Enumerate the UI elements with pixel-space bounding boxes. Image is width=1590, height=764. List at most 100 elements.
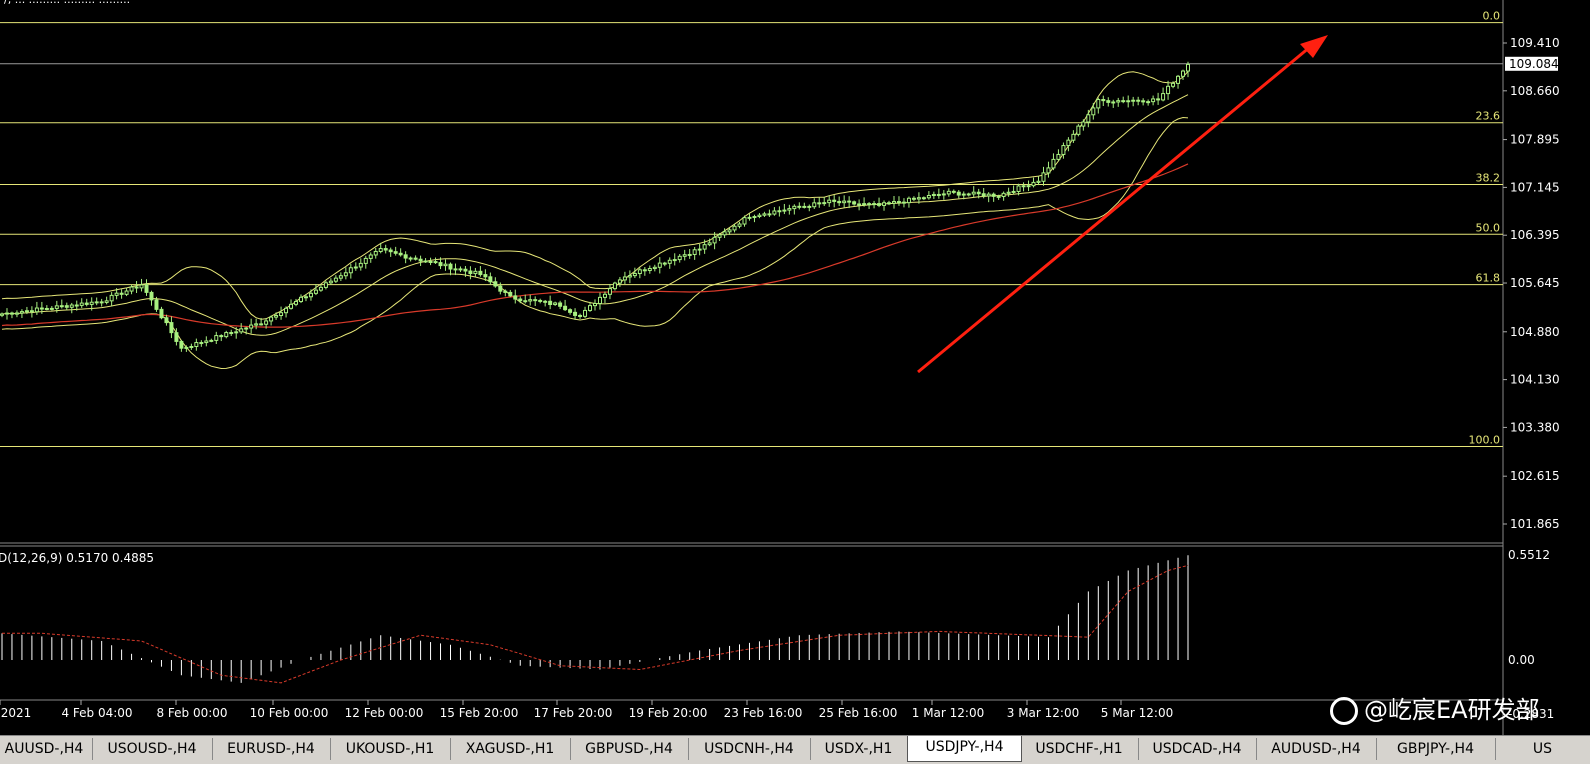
candle-body <box>911 197 916 200</box>
candle-body <box>388 249 393 253</box>
candle-body <box>453 268 458 271</box>
candle-body <box>971 191 976 195</box>
candle-body <box>632 273 637 277</box>
current-price-label: 109.084 <box>1509 57 1559 71</box>
macd-title: D(12,26,9) 0.5170 0.4885 <box>0 551 154 565</box>
chart-tab[interactable]: US <box>1495 738 1590 760</box>
candle-body <box>353 266 358 269</box>
candle-body <box>219 335 224 338</box>
time-axis-label: 1 Mar 12:00 <box>912 706 985 720</box>
candle-body <box>662 262 667 265</box>
candle-body <box>1041 172 1046 182</box>
candle-body <box>428 260 433 263</box>
chart-tab[interactable]: UKOUSD-,H1 <box>330 738 451 760</box>
macd-axis-label: -0.2831 <box>1508 707 1554 721</box>
candle-body <box>398 252 403 256</box>
candle-body <box>129 286 134 292</box>
price-axis-label: 108.660 <box>1510 84 1560 98</box>
chart-tab[interactable]: USOUSD-,H4 <box>92 738 213 760</box>
time-axis-label: 2021 <box>1 706 32 720</box>
candle-body <box>1181 70 1186 77</box>
candle-body <box>498 285 503 292</box>
chart-tab[interactable]: AUDUSD-,H4 <box>1256 738 1377 760</box>
fib-level-label: 0.0 <box>1483 10 1501 23</box>
candle-body <box>563 305 568 311</box>
candle-body <box>34 307 39 313</box>
macd-pane[interactable] <box>1 555 1189 684</box>
candle-body <box>109 294 114 302</box>
candle-body <box>578 314 583 317</box>
candle-body <box>9 312 14 315</box>
chart-tab[interactable]: EURUSD-,H4 <box>212 738 331 760</box>
candle-body <box>383 248 388 251</box>
candle-body <box>463 268 468 272</box>
macd-axis-label: 0.00 <box>1508 653 1535 667</box>
candle-body <box>553 302 558 306</box>
candle-body <box>702 244 707 250</box>
candle-body <box>29 310 34 313</box>
time-axis-label: 5 Mar 12:00 <box>1101 706 1174 720</box>
candle-body <box>0 313 4 316</box>
candle-body <box>373 250 378 256</box>
candle-body <box>777 210 782 213</box>
chart-tab[interactable]: AUUSD-,H4 <box>0 738 93 760</box>
candle-body <box>513 295 518 300</box>
candle-body <box>284 307 289 314</box>
chart-tab[interactable]: XAGUSD-,H1 <box>450 738 571 760</box>
trend-arrow-line <box>917 40 1317 374</box>
candle-body <box>358 262 363 268</box>
candle-body <box>69 304 74 308</box>
candle-body <box>289 303 294 309</box>
candle-body <box>533 299 538 302</box>
candle-body <box>867 203 872 206</box>
candle-body <box>124 290 129 295</box>
time-axis-label: 10 Feb 00:00 <box>250 706 329 720</box>
candle-body <box>981 193 986 197</box>
time-axis-label: 3 Mar 12:00 <box>1007 706 1080 720</box>
candle-body <box>144 284 149 293</box>
candle-body <box>423 260 428 263</box>
chart-tab[interactable]: USDCHF-,H1 <box>1020 738 1139 760</box>
chart-tab[interactable]: USDX-,H1 <box>810 738 908 760</box>
candle-body <box>523 300 528 303</box>
chart-tab[interactable]: USDCNH-,H4 <box>688 738 811 760</box>
candle-body <box>443 263 448 267</box>
candle-body <box>413 257 418 260</box>
candle-body <box>1116 100 1121 103</box>
chart-tab[interactable]: USDCAD-,H4 <box>1138 738 1257 760</box>
price-axis-label: 103.380 <box>1510 420 1560 434</box>
fib-level-label: 100.0 <box>1469 434 1501 447</box>
candle-body <box>1051 158 1056 169</box>
price-axis-label: 109.410 <box>1510 36 1560 50</box>
price-pane[interactable]: 0.0 23.6 38.2 50.0 61.8 100.0 <box>0 0 1504 735</box>
candle-body <box>99 301 104 304</box>
candle-body <box>707 242 712 246</box>
price-axis-label: 105.645 <box>1510 276 1560 290</box>
candle-body <box>169 322 174 334</box>
candle-body <box>817 202 822 205</box>
fib-level-label: 23.6 <box>1476 110 1501 123</box>
candle-body <box>747 216 752 219</box>
chart-tab[interactable]: GBPUSD-,H4 <box>570 738 689 760</box>
chart-tab[interactable]: GBPJPY-,H4 <box>1376 738 1496 760</box>
candle-body <box>602 293 607 298</box>
candle-body <box>448 263 453 270</box>
chart-tab[interactable]: USDJPY-,H4 <box>907 736 1022 762</box>
candle-body <box>214 335 219 341</box>
candle-body <box>568 309 573 313</box>
candle-body <box>1176 75 1181 84</box>
candle-body <box>1091 107 1096 116</box>
candle-body <box>956 191 961 196</box>
watermark: @屹宸EA研发部 <box>1330 690 1540 730</box>
candle-body <box>1106 100 1111 103</box>
candle-body <box>573 311 578 316</box>
candle-body <box>837 200 842 204</box>
candle-body <box>847 200 852 203</box>
candle-body <box>812 202 817 208</box>
candle-body <box>1146 101 1151 104</box>
candle-body <box>483 274 488 278</box>
candle-body <box>597 296 602 305</box>
candle-body <box>1161 93 1166 101</box>
candle-body <box>538 299 543 302</box>
